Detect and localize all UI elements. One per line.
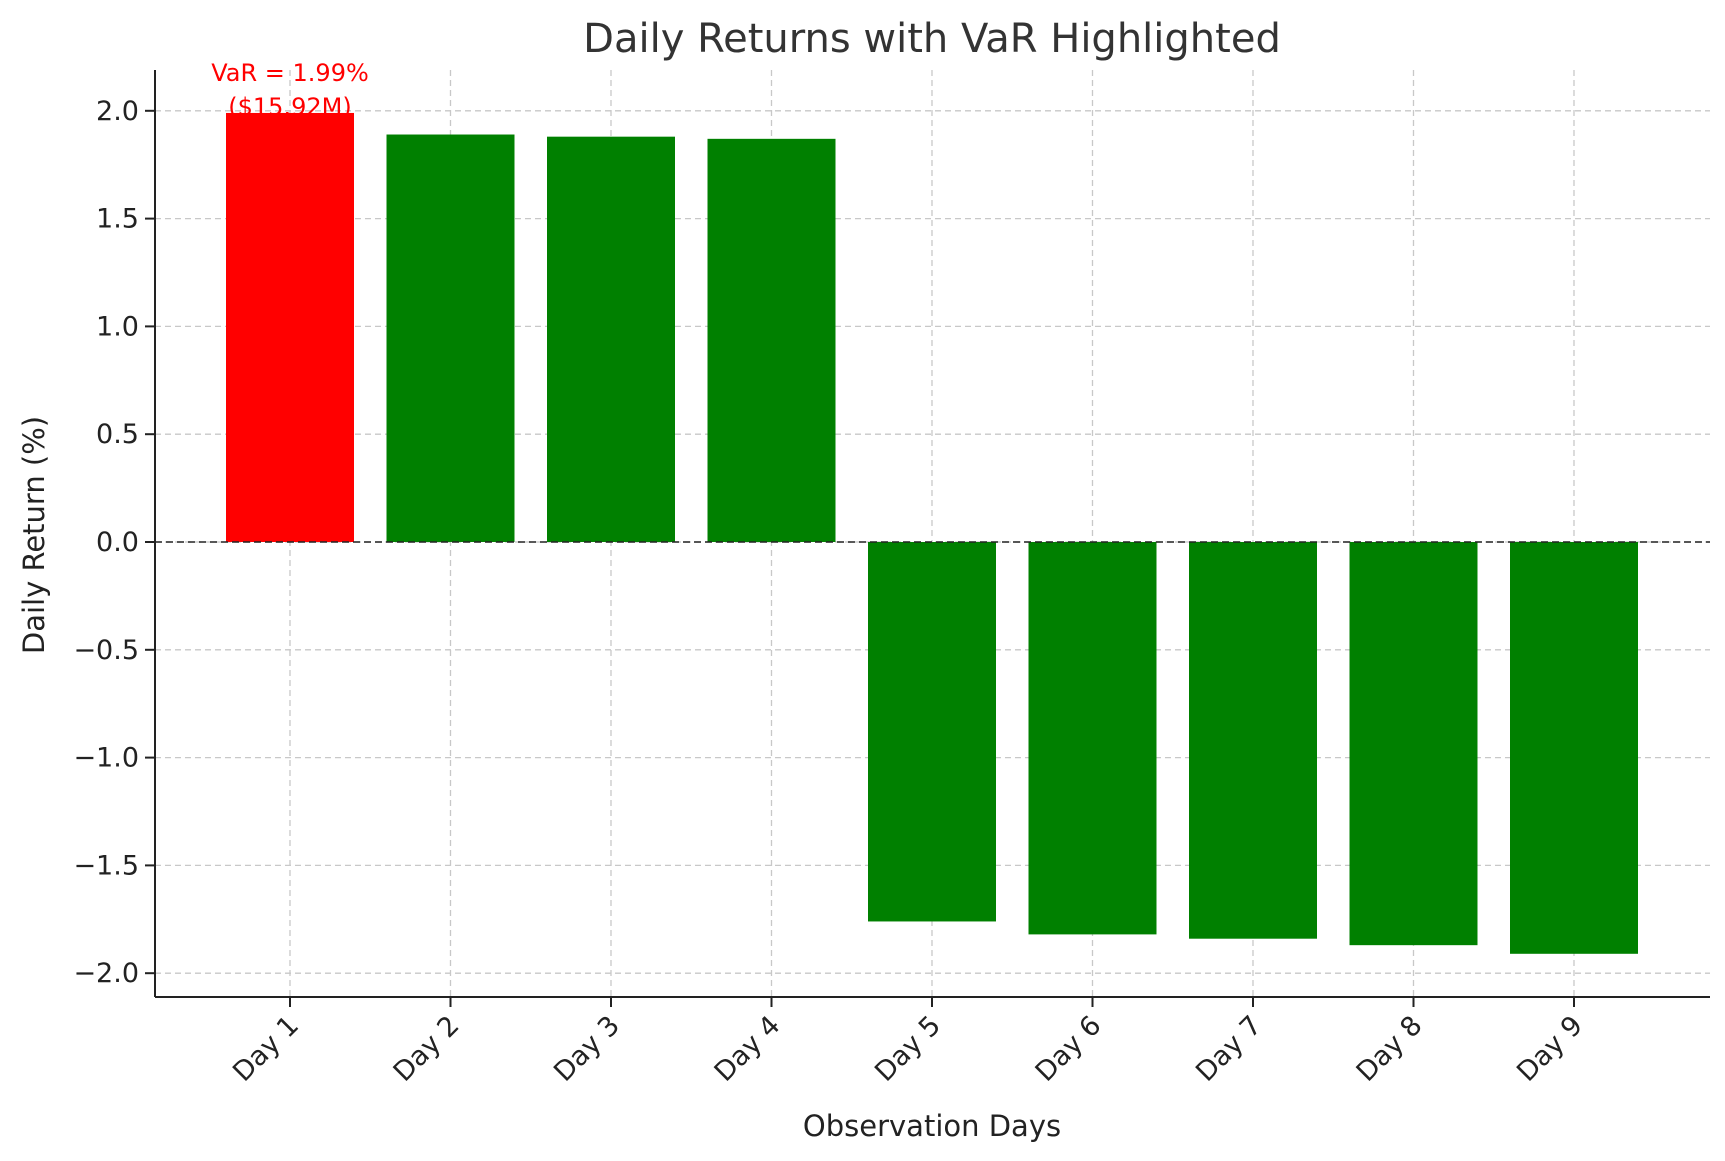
y-tick-label: −1.5 — [73, 850, 139, 881]
x-tick-label: Day 8 — [1351, 1010, 1429, 1088]
y-tick-label: −2.0 — [73, 958, 139, 989]
bar-day-9 — [1510, 542, 1638, 954]
x-tick-label: Day 6 — [1030, 1010, 1108, 1088]
x-tick-label: Day 2 — [388, 1010, 466, 1088]
y-tick-label: 1.5 — [96, 204, 139, 235]
y-tick-label: 0.5 — [96, 419, 139, 450]
var-annotation: VaR = 1.99% ($15.92M) — [211, 59, 369, 121]
x-tick-label: Day 7 — [1190, 1010, 1268, 1088]
x-tick-label: Day 5 — [869, 1010, 947, 1088]
bar-day-5 — [868, 542, 996, 922]
y-tick-label: −1.0 — [73, 743, 139, 774]
x-tick-label: Day 3 — [548, 1010, 626, 1088]
var-annotation-line: VaR = 1.99% — [211, 59, 369, 87]
var-annotation-line: ($15.92M) — [228, 93, 351, 121]
bar-day-7 — [1189, 542, 1317, 939]
bar-day-1 — [226, 112, 354, 543]
bar-day-3 — [547, 136, 675, 542]
bar-day-6 — [1028, 542, 1157, 935]
bars — [226, 112, 1638, 954]
bar-day-4 — [707, 138, 836, 542]
y-tick-label: −0.5 — [73, 635, 139, 666]
x-tick-label: Day 1 — [227, 1010, 305, 1088]
x-tick-label: Day 9 — [1511, 1010, 1589, 1088]
x-axis-label: Observation Days — [803, 1109, 1061, 1143]
chart-title: Daily Returns with VaR Highlighted — [583, 16, 1281, 62]
y-tick-label: 0.0 — [96, 527, 139, 558]
y-tick-label: 2.0 — [96, 96, 139, 127]
bar-day-8 — [1349, 542, 1478, 946]
x-tick-label: Day 4 — [709, 1010, 787, 1088]
bar-day-2 — [386, 134, 515, 543]
y-tick-label: 1.0 — [96, 311, 139, 342]
y-axis-label: Daily Return (%) — [17, 416, 51, 654]
